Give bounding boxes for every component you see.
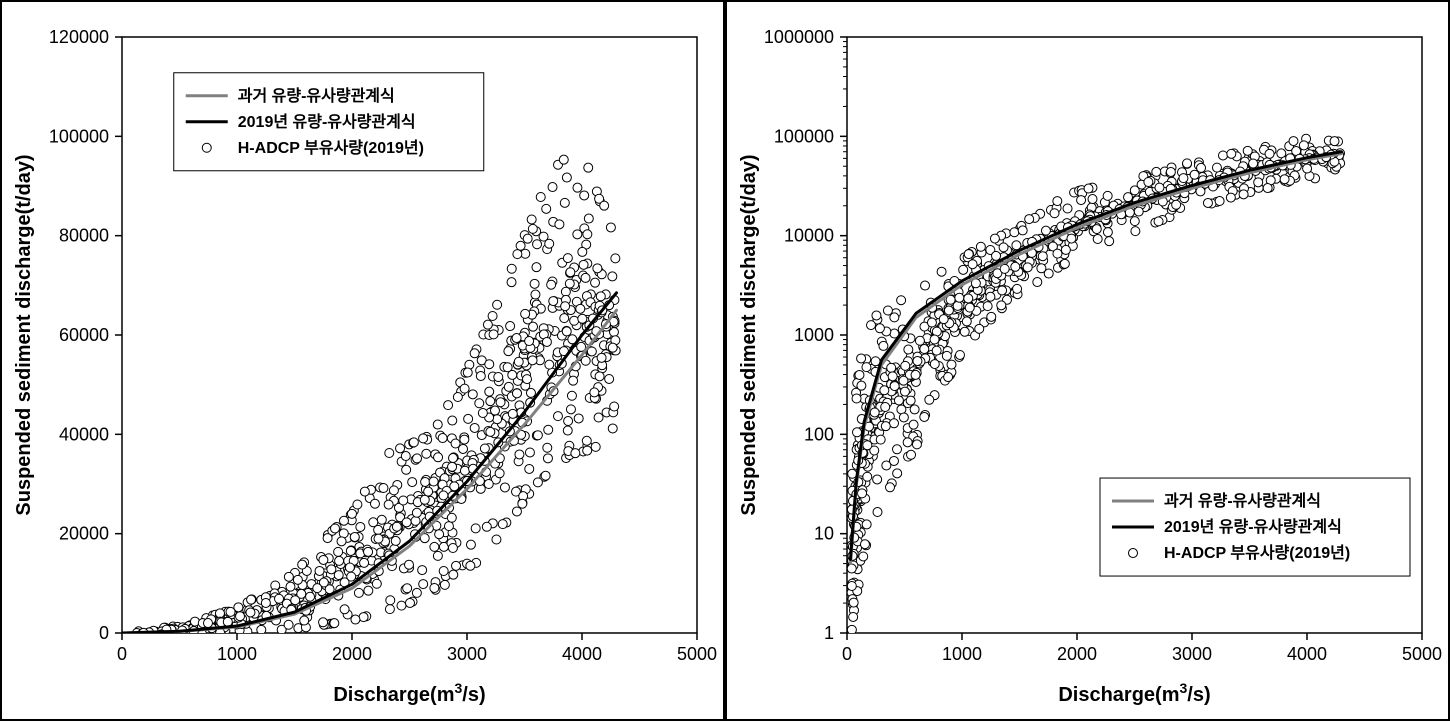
- svg-text:1000: 1000: [217, 644, 257, 664]
- svg-text:20000: 20000: [59, 524, 109, 544]
- svg-text:Suspended sediment discharge(t: Suspended sediment discharge(t/day): [738, 154, 760, 515]
- svg-text:100000: 100000: [49, 126, 109, 146]
- svg-text:5000: 5000: [677, 644, 717, 664]
- right-chart-svg: 0 1000 2000 3000 4000 5000 1 10 100 1000 10000 1000…: [727, 2, 1450, 723]
- left-panel: 0 1000 2000 3000 4000 5000 0 20000 40000 60000 800…: [0, 0, 725, 721]
- svg-text:0: 0: [99, 623, 109, 643]
- legend-item-label: 2019년 유량-유사량관계식: [238, 112, 416, 131]
- svg-text:2000: 2000: [332, 644, 372, 664]
- svg-text:100: 100: [804, 424, 834, 444]
- legend-item-label: 과거 유량-유사량관계식: [238, 86, 395, 105]
- svg-text:3000: 3000: [1172, 644, 1212, 664]
- svg-text:1: 1: [824, 623, 834, 643]
- svg-text:40000: 40000: [59, 424, 109, 444]
- svg-text:120000: 120000: [49, 27, 109, 47]
- legend-item-label: 2019년 유량-유사량관계식: [1164, 517, 1342, 536]
- svg-text:Discharge(m3/s): Discharge(m3/s): [1058, 680, 1210, 706]
- left-chart-svg: 0 1000 2000 3000 4000 5000 0 20000 40000 60000 800…: [2, 2, 727, 723]
- svg-text:10000: 10000: [784, 226, 834, 246]
- legend-item-label: H-ADCP 부유사량(2019년): [1164, 543, 1350, 562]
- figure-row: 0100020003000400050000200004000060000800…: [0, 0, 1450, 721]
- right-panel: 0 1000 2000 3000 4000 5000 1 10 100 1000 10000 1000…: [725, 0, 1450, 721]
- legend-item-label: 과거 유량-유사량관계식: [1164, 491, 1321, 510]
- svg-text:Discharge(m3/s): Discharge(m3/s): [333, 680, 485, 706]
- svg-text:0: 0: [842, 644, 852, 664]
- svg-text:Suspended sediment discharge(t: Suspended sediment discharge(t/day): [13, 154, 35, 515]
- svg-text:2000: 2000: [1057, 644, 1097, 664]
- svg-text:10: 10: [814, 524, 834, 544]
- svg-text:4000: 4000: [562, 644, 602, 664]
- svg-text:0: 0: [117, 644, 127, 664]
- svg-text:100000: 100000: [774, 126, 834, 146]
- svg-text:4000: 4000: [1287, 644, 1327, 664]
- legend-item-label: H-ADCP 부유사량(2019년): [238, 138, 424, 157]
- svg-text:80000: 80000: [59, 226, 109, 246]
- svg-text:3000: 3000: [447, 644, 487, 664]
- svg-text:1000: 1000: [794, 325, 834, 345]
- svg-text:60000: 60000: [59, 325, 109, 345]
- svg-text:5000: 5000: [1402, 644, 1442, 664]
- svg-text:1000: 1000: [942, 644, 982, 664]
- svg-text:1000000: 1000000: [764, 27, 834, 47]
